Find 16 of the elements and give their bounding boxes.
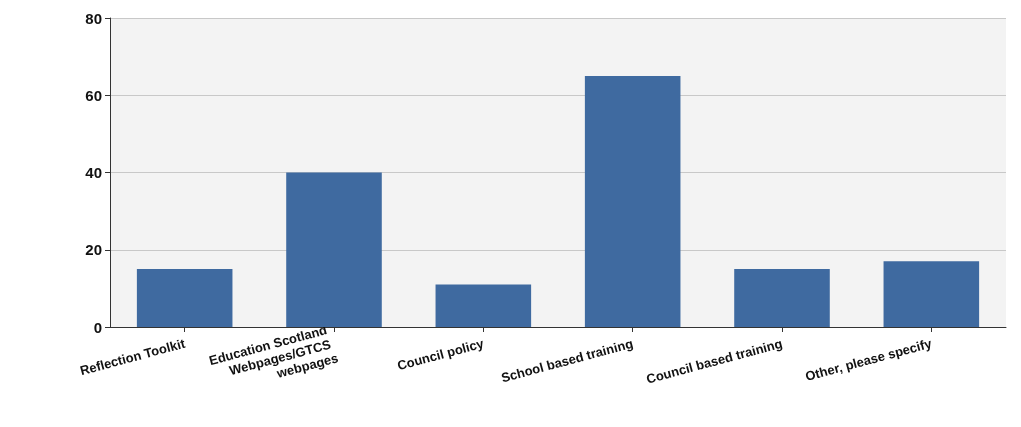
x-tick-label: Council based training: [644, 335, 784, 387]
y-tick-label: 40: [85, 164, 102, 181]
bar: [286, 172, 382, 327]
bar: [584, 75, 681, 327]
x-tick-label: Reflection Toolkit: [78, 335, 188, 379]
bar: [734, 269, 830, 327]
bar: [883, 261, 980, 327]
y-tick-label: 20: [85, 241, 102, 259]
bar: [136, 269, 233, 327]
x-tick-label: Other, please specify: [803, 335, 935, 384]
y-tick-label: 80: [85, 9, 102, 27]
y-tick-label: 0: [93, 318, 102, 336]
bar: [435, 284, 532, 327]
x-tick-label: Council policy: [395, 335, 487, 374]
x-tick-label: School based training: [499, 335, 635, 386]
y-tick-label: 60: [85, 86, 102, 104]
